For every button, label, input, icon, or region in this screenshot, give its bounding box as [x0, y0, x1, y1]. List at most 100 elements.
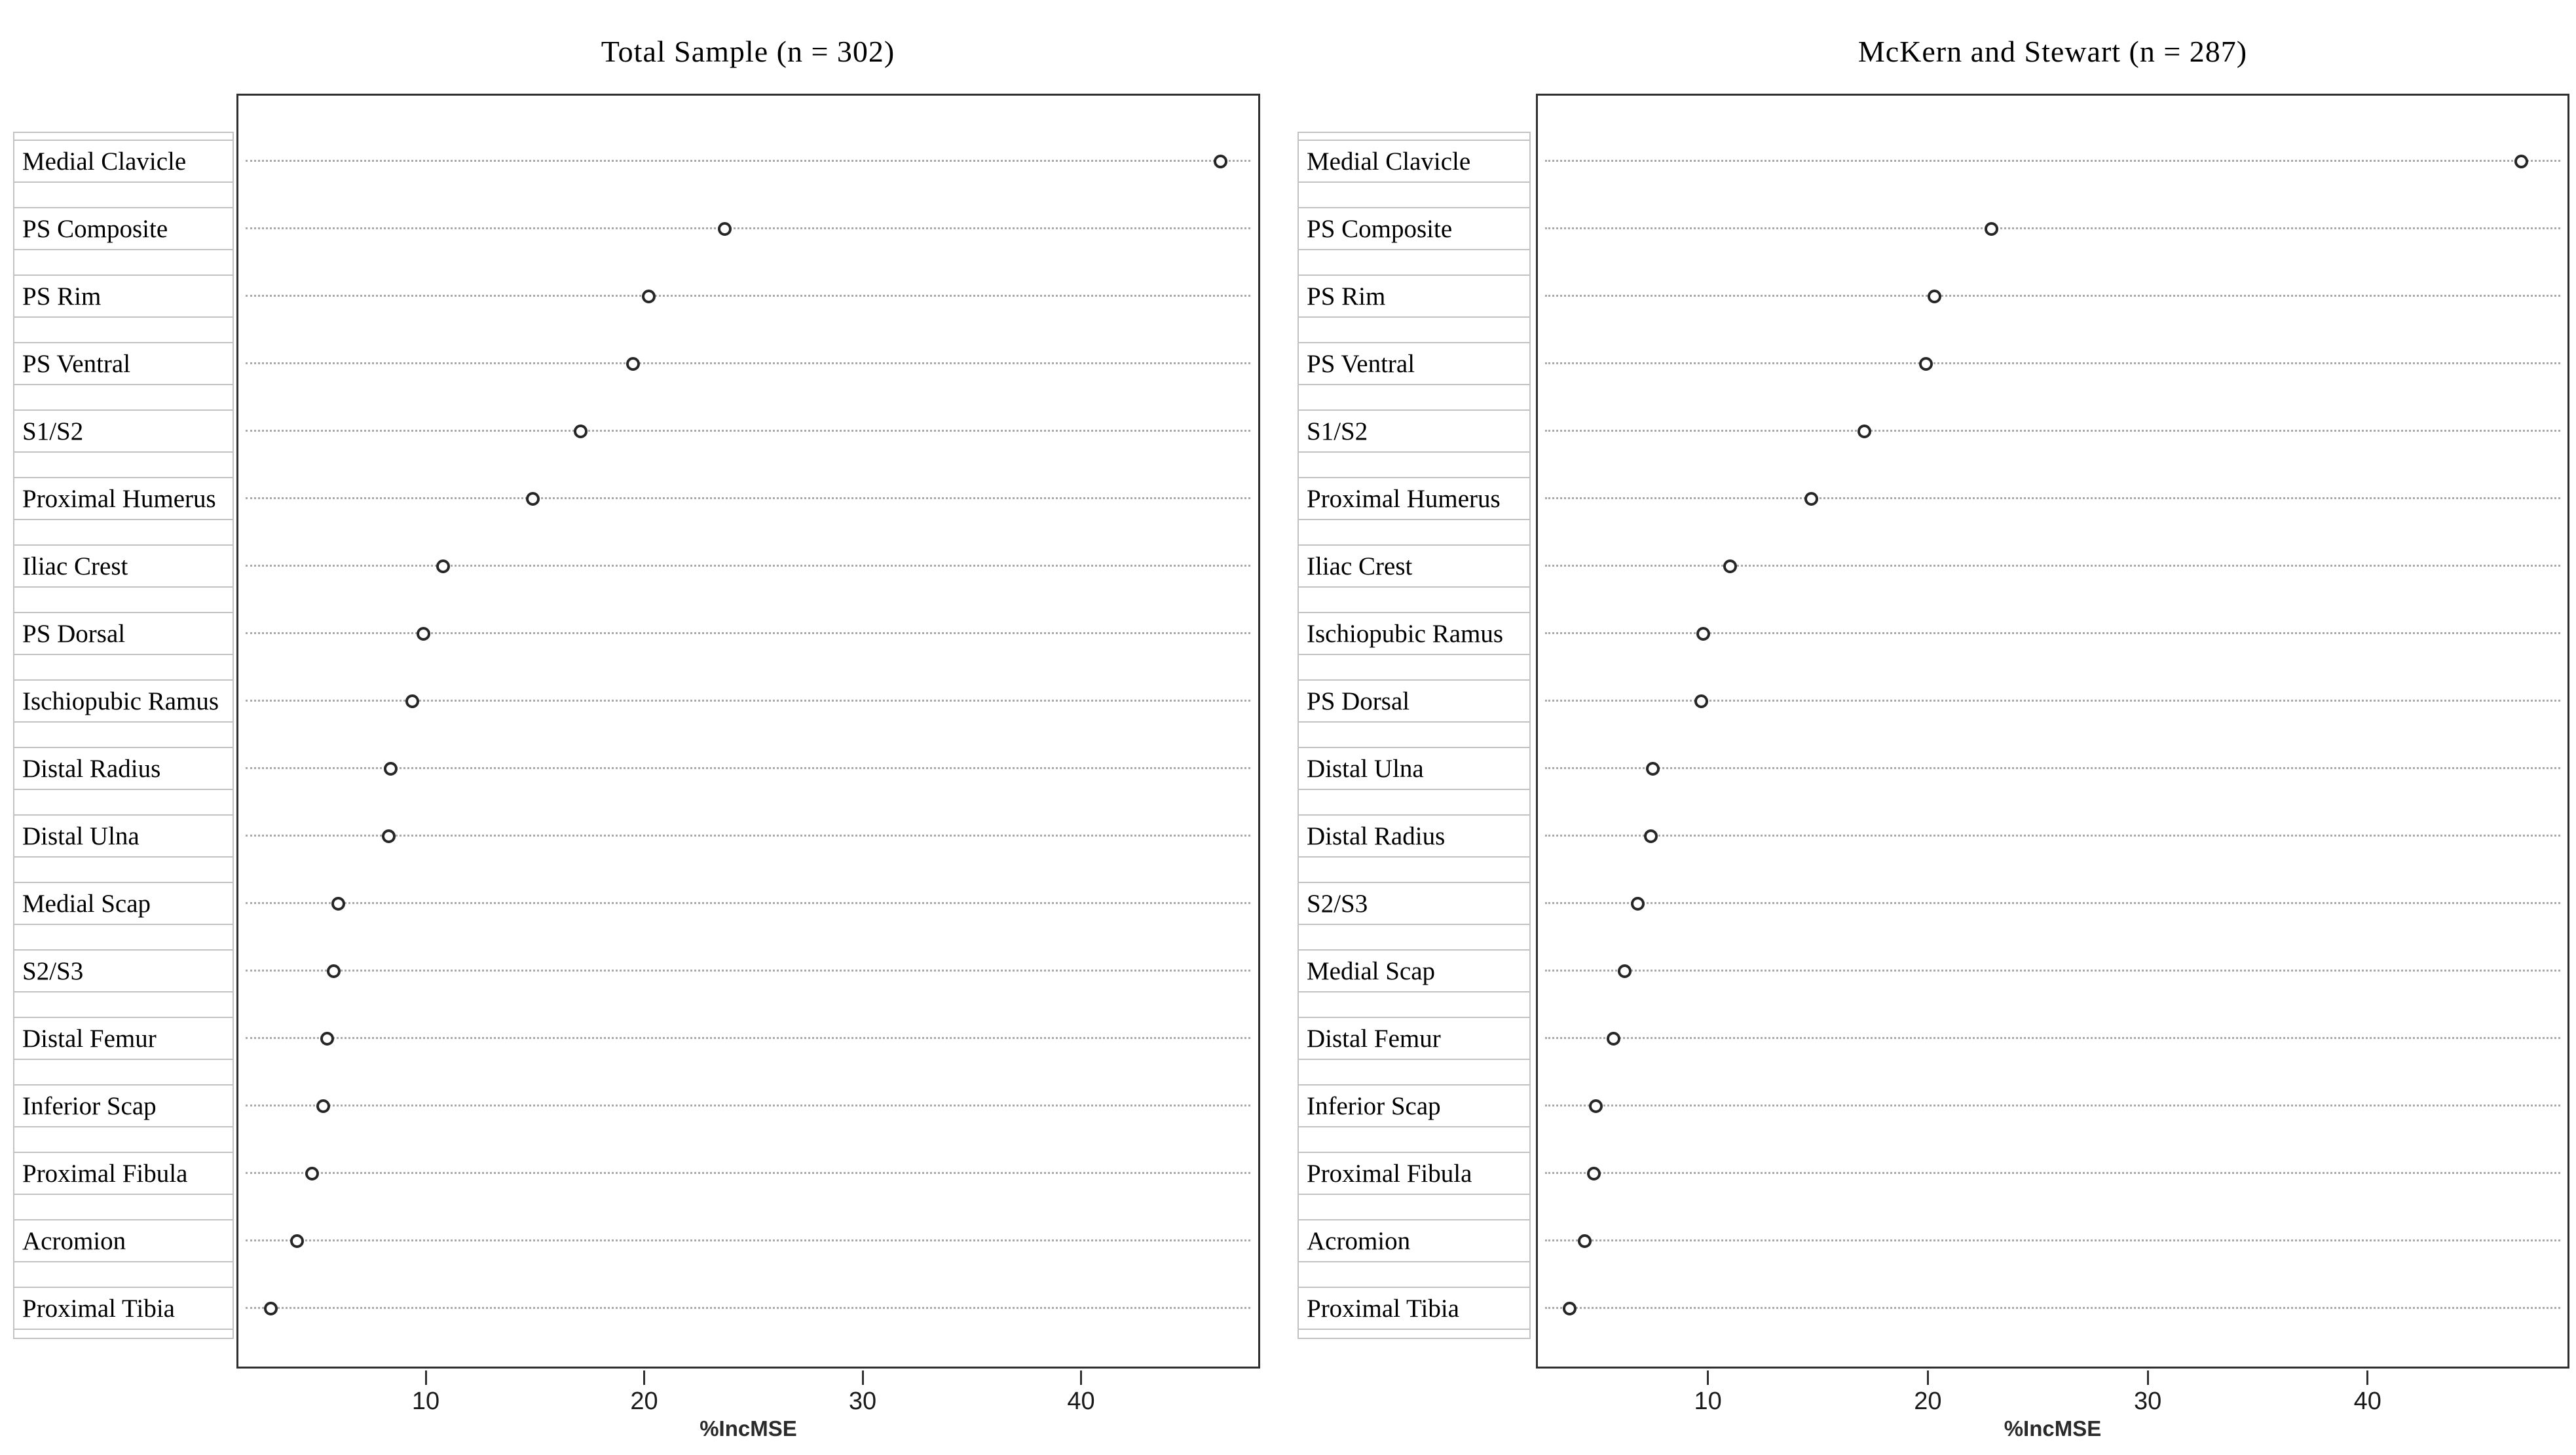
row-spacer-cell [1297, 519, 1531, 546]
row-label-cell: Proximal Fibula [1297, 1152, 1531, 1195]
row-spacer-cell [13, 384, 234, 411]
row-gridline [246, 835, 1250, 837]
data-point-dot [1214, 154, 1228, 168]
data-point-dot [1630, 896, 1645, 911]
row-gridline [1545, 1037, 2560, 1039]
data-point-dot [417, 626, 431, 641]
x-axis-tick [1926, 1370, 1929, 1385]
row-label-cell: Distal Radius [1297, 814, 1531, 858]
row-spacer-cell [13, 249, 234, 276]
data-point-dot [1927, 289, 1941, 303]
row-spacer-cell [13, 519, 234, 546]
row-label-cell: Medial Clavicle [13, 140, 234, 183]
row-gridline [246, 295, 1250, 297]
row-spacer-cell [13, 1194, 234, 1220]
row-spacer-cell [13, 856, 234, 883]
data-point-dot [1562, 1301, 1577, 1315]
data-point-dot [525, 491, 540, 506]
data-point-dot [1643, 829, 1658, 843]
row-label-cell: Inferior Scap [13, 1084, 234, 1127]
data-point-dot [1694, 694, 1709, 708]
row-gridline [1545, 565, 2560, 567]
row-spacer-cell [1297, 249, 1531, 276]
data-point-dot [626, 356, 641, 371]
data-point-dot [1578, 1234, 1592, 1248]
data-point-dot [1918, 356, 1933, 371]
data-point-dot [305, 1166, 320, 1181]
row-spacer-cell [13, 924, 234, 951]
row-gridline [246, 497, 1250, 499]
x-axis-tick [2146, 1370, 2149, 1385]
data-point-dot [574, 424, 588, 438]
x-axis-tick-label: 10 [411, 1388, 440, 1415]
row-label-cell: PS Rim [13, 274, 234, 318]
x-axis-tick-label: 40 [2353, 1388, 2381, 1415]
data-point-dot [320, 1031, 335, 1046]
data-point-dot [1723, 559, 1737, 573]
data-point-dot [381, 829, 396, 843]
row-gridline [1545, 1239, 2560, 1241]
row-label-cell: Medial Scap [1297, 949, 1531, 992]
row-gridline [1545, 1307, 2560, 1309]
data-point-dot [1606, 1031, 1620, 1046]
row-label-cell: Distal Ulna [13, 814, 234, 858]
x-axis-tick [424, 1370, 427, 1385]
row-spacer-cell [1297, 1261, 1531, 1288]
row-label-cell: PS Dorsal [1297, 679, 1531, 723]
data-point-dot [1646, 761, 1660, 776]
data-point-dot [263, 1301, 278, 1315]
row-spacer-cell [1297, 451, 1531, 478]
row-gridline [1545, 160, 2560, 162]
row-gridline [1545, 970, 2560, 972]
row-spacer-cell [1297, 1126, 1531, 1153]
x-axis-tick [861, 1370, 864, 1385]
data-point-dot [289, 1234, 304, 1248]
data-point-dot [641, 289, 656, 303]
x-axis-tick-label: 10 [1694, 1388, 1722, 1415]
row-spacer-cell [1297, 316, 1531, 343]
row-gridline [1545, 767, 2560, 769]
x-axis-tick-label: 40 [1067, 1388, 1095, 1415]
row-gridline [246, 700, 1250, 702]
x-axis-tick [1080, 1370, 1082, 1385]
row-gridline [1545, 430, 2560, 432]
row-gridline [246, 1105, 1250, 1106]
row-spacer-cell [1297, 1059, 1531, 1086]
row-spacer-cell [13, 789, 234, 816]
row-label-cell: Iliac Crest [1297, 544, 1531, 588]
row-label-cell: Ischiopubic Ramus [1297, 612, 1531, 655]
row-label-cell: PS Ventral [1297, 342, 1531, 385]
row-spacer-cell [13, 721, 234, 748]
row-label-cell: PS Rim [1297, 274, 1531, 318]
row-gridline [1545, 632, 2560, 634]
row-label-cell: PS Ventral [13, 342, 234, 385]
row-spacer-cell [13, 1261, 234, 1288]
right-plot-area [1536, 94, 2569, 1369]
row-label-cell: Acromion [1297, 1219, 1531, 1262]
row-spacer-cell [13, 586, 234, 613]
row-gridline [1545, 227, 2560, 229]
row-label-cell: Acromion [13, 1219, 234, 1262]
row-label-cell: Proximal Tibia [1297, 1287, 1531, 1330]
x-axis-tick [1707, 1370, 1709, 1385]
data-point-dot [384, 761, 398, 776]
row-spacer-cell [13, 1059, 234, 1086]
data-point-dot [327, 964, 341, 978]
row-gridline [1545, 362, 2560, 364]
row-spacer-cell [1297, 1194, 1531, 1220]
row-gridline [1545, 835, 2560, 837]
x-axis-tick-label: 20 [1914, 1388, 1942, 1415]
row-gridline [1545, 497, 2560, 499]
data-point-dot [1696, 626, 1711, 641]
row-label-cell: Proximal Humerus [13, 477, 234, 520]
row-gridline [246, 902, 1250, 904]
x-axis-tick-label: 30 [2133, 1388, 2162, 1415]
row-label-cell: S1/S2 [1297, 409, 1531, 453]
data-point-dot [316, 1099, 330, 1113]
x-axis-tick [2366, 1370, 2369, 1385]
left-plot-area [236, 94, 1260, 1369]
data-point-dot [1617, 964, 1632, 978]
x-axis-tick-label: 30 [848, 1388, 877, 1415]
row-spacer-cell [1297, 789, 1531, 816]
